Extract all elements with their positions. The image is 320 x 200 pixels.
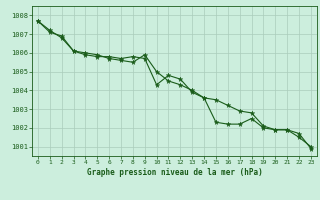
X-axis label: Graphe pression niveau de la mer (hPa): Graphe pression niveau de la mer (hPa) [86,168,262,177]
